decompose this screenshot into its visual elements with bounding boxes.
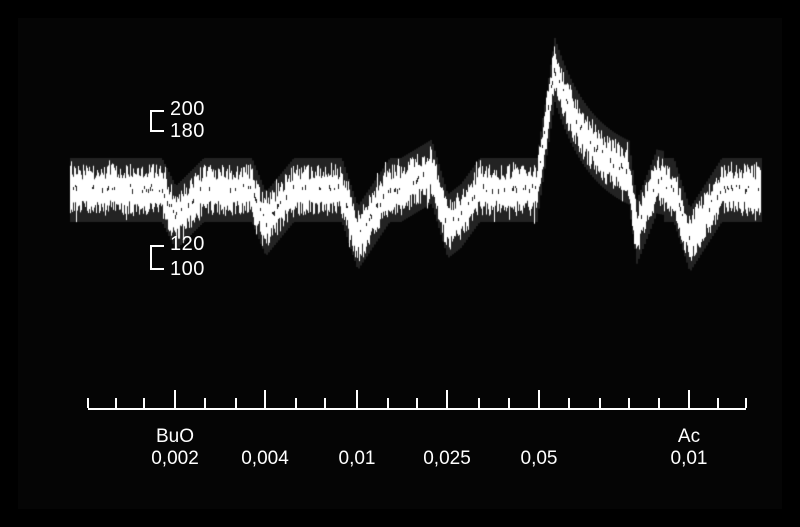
x-tick-minor: [295, 398, 297, 408]
x-tick-minor: [568, 398, 570, 408]
x-tick-major: [538, 390, 540, 408]
x-tick-minor: [143, 398, 145, 408]
x-tick-minor: [235, 398, 237, 408]
y-bracket-top-vert: [150, 110, 152, 132]
x-tick-minor: [658, 398, 660, 408]
y-label-180: 180: [170, 120, 205, 143]
x-label-0025: 0,025: [423, 448, 471, 470]
x-tick-minor: [478, 398, 480, 408]
x-tick-minor: [115, 398, 117, 408]
y-tick-100: [150, 268, 164, 270]
y-tick-180: [150, 130, 164, 132]
y-label-120: 120: [170, 233, 205, 256]
x-tick-minor: [717, 398, 719, 408]
x-label-001: 0,01: [339, 448, 376, 470]
x-tick-minor: [416, 398, 418, 408]
x-tick-minor: [387, 398, 389, 408]
x-tick-minor: [599, 398, 601, 408]
x-tick-minor: [745, 398, 747, 408]
x-tick-minor: [628, 398, 630, 408]
x-tick-minor: [87, 398, 89, 408]
x-tick-minor: [324, 398, 326, 408]
y-bracket-bot-vert: [150, 245, 152, 270]
x-label-005: 0,05: [521, 448, 558, 470]
x-tick-major: [356, 390, 358, 408]
x-label-buo: BuO: [156, 426, 194, 448]
y-label-100: 100: [170, 258, 205, 281]
x-tick-major: [264, 390, 266, 408]
x-tick-major: [174, 390, 176, 408]
x-tick-minor: [204, 398, 206, 408]
x-label-ac: Ac: [678, 426, 700, 448]
y-tick-200: [150, 110, 164, 112]
x-label-0004: 0,004: [241, 448, 289, 470]
x-label-0002: 0,002: [151, 448, 199, 470]
x-axis-line: [88, 408, 746, 410]
x-tick-major: [688, 390, 690, 408]
x-tick-major: [446, 390, 448, 408]
y-label-200: 200: [170, 98, 205, 121]
x-label-ac001: 0,01: [671, 448, 708, 470]
x-tick-minor: [508, 398, 510, 408]
y-tick-120: [150, 245, 164, 247]
